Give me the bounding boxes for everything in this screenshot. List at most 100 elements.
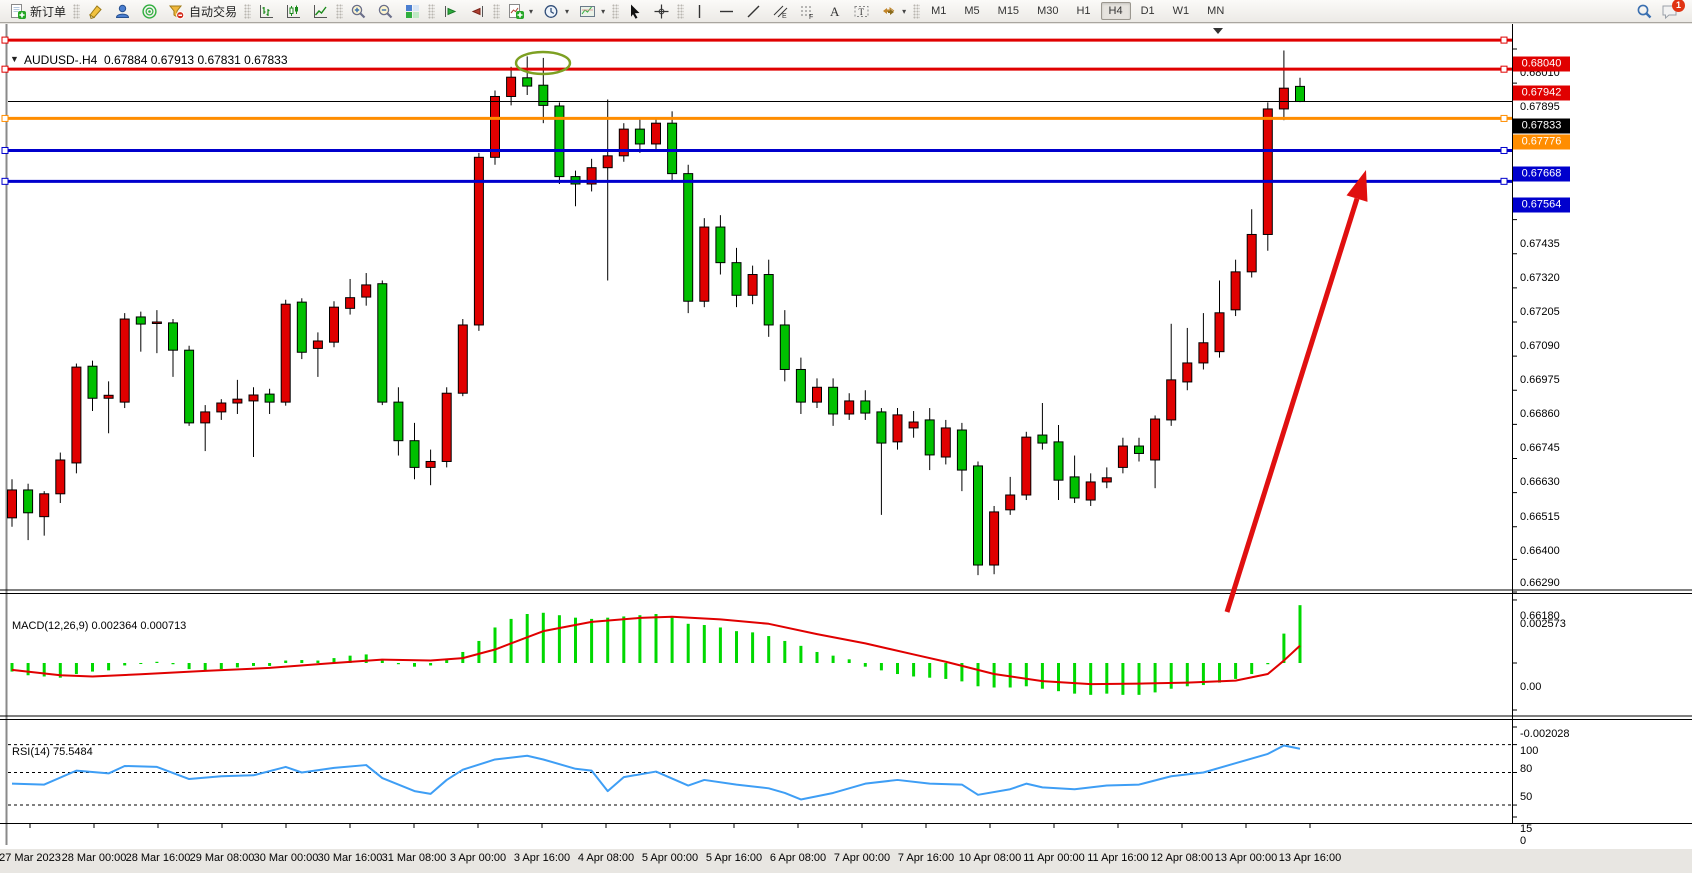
line-handle[interactable] xyxy=(1,65,9,73)
candle-bearish xyxy=(522,77,533,87)
toolbar-grip xyxy=(913,3,921,19)
candle-bearish xyxy=(683,173,694,302)
price-tick-label: 0.66860 xyxy=(1520,408,1560,421)
horizontal-line-button[interactable] xyxy=(713,1,740,22)
timeframe-m1[interactable]: M1 xyxy=(931,5,947,17)
macd-histogram-bar xyxy=(831,655,835,663)
line-handle[interactable] xyxy=(1,146,9,154)
ellipse-annotation[interactable] xyxy=(514,50,572,76)
arrows-icon xyxy=(880,3,897,20)
line-handle[interactable] xyxy=(1500,36,1508,44)
macd-indicator-label: MACD(12,26,9) 0.002364 0.000713 xyxy=(12,620,186,632)
line-handle[interactable] xyxy=(1500,177,1508,185)
candle-bearish xyxy=(731,262,742,296)
macd-histogram-bar xyxy=(123,663,127,666)
price-tick-label: 0.66290 xyxy=(1520,577,1560,590)
candlestick-chart-button[interactable] xyxy=(280,1,307,22)
auto-trading-button[interactable]: 自动交易 xyxy=(163,1,242,22)
arrow-annotation-line[interactable] xyxy=(1224,197,1360,613)
line-handle[interactable] xyxy=(1,114,9,122)
fibonacci-button[interactable]: F xyxy=(794,1,821,22)
timeframe-d1[interactable]: D1 xyxy=(1140,5,1155,17)
bar-chart-button[interactable] xyxy=(253,1,280,22)
candle-bearish xyxy=(409,440,420,468)
macd-histogram-bar xyxy=(976,663,980,687)
timeframe-m5[interactable]: M5 xyxy=(964,5,980,17)
candle-bearish xyxy=(779,324,790,370)
chart-shift-button[interactable] xyxy=(464,1,491,22)
new-order-button[interactable]: 新订单 xyxy=(4,1,71,22)
indicators-button[interactable]: ▾ xyxy=(502,1,538,22)
signals-button[interactable] xyxy=(136,1,163,22)
candle-bearish xyxy=(667,122,678,175)
chart-canvas[interactable] xyxy=(0,24,1692,849)
line-handle[interactable] xyxy=(1500,114,1508,122)
timeframe-toolbar: M1 M5 M15 M30 H1 H4 D1 W1 MN xyxy=(922,2,1233,20)
candle-bullish xyxy=(602,155,613,169)
label-button[interactable]: T xyxy=(848,1,875,22)
candle-bullish xyxy=(329,306,339,343)
timeframe-mn[interactable]: MN xyxy=(1207,5,1225,17)
text-button[interactable]: A xyxy=(821,1,848,22)
candle-bearish xyxy=(763,274,774,326)
candle-bearish xyxy=(1295,85,1305,103)
tile-windows-icon xyxy=(404,3,421,20)
candle-bearish xyxy=(296,301,307,353)
trendline-button[interactable] xyxy=(740,1,767,22)
line-handle[interactable] xyxy=(1500,65,1508,73)
macd-histogram-bar xyxy=(1169,663,1173,689)
zoom-in-button[interactable] xyxy=(345,1,372,22)
new-order-label: 新订单 xyxy=(30,4,67,19)
chart-shift-marker[interactable] xyxy=(1213,28,1223,34)
macd-histogram-bar xyxy=(1024,663,1028,687)
search-icon[interactable] xyxy=(1636,3,1653,20)
macd-histogram-bar xyxy=(1008,663,1012,688)
macd-histogram-bar xyxy=(1185,663,1189,687)
macd-histogram-bar xyxy=(960,663,964,682)
macd-histogram-bar xyxy=(429,663,433,666)
templates-button[interactable]: ▾ xyxy=(574,1,610,22)
macd-histogram-bar xyxy=(284,660,288,663)
auto-scroll-button[interactable] xyxy=(437,1,464,22)
macd-histogram-bar xyxy=(1218,663,1221,683)
candle-bearish xyxy=(956,429,967,471)
line-handle[interactable] xyxy=(1,36,9,44)
price-badge: 0.67942 xyxy=(1513,85,1570,101)
date-tick-label: 10 Apr 08:00 xyxy=(958,852,1022,864)
vertical-line-button[interactable] xyxy=(686,1,713,22)
rsi-level-label: 15 xyxy=(1520,823,1533,836)
community-button[interactable] xyxy=(109,1,136,22)
timeframe-h1[interactable]: H1 xyxy=(1076,5,1091,17)
timeframe-w1[interactable]: W1 xyxy=(1172,5,1190,17)
tile-windows-button[interactable] xyxy=(399,1,426,22)
line-chart-icon xyxy=(312,3,329,20)
cursor-icon xyxy=(626,3,643,20)
arrow-annotation-head[interactable] xyxy=(1346,170,1368,202)
timeframe-m15[interactable]: M15 xyxy=(997,5,1020,17)
candle-bearish xyxy=(538,84,549,106)
chart-window[interactable]: 0.68010 0.67895 0.67435 0.67320 0.67205 0.670… xyxy=(0,24,1692,873)
zoom-out-button[interactable] xyxy=(372,1,399,22)
timeframe-m30[interactable]: M30 xyxy=(1037,5,1059,17)
channel-button[interactable]: E xyxy=(767,1,794,22)
chat-icon[interactable]: 1 xyxy=(1661,0,1685,20)
line-handle[interactable] xyxy=(1500,146,1508,154)
crayon-icon xyxy=(87,3,104,20)
periods-button[interactable]: ▾ xyxy=(538,1,574,22)
styler-button[interactable] xyxy=(82,1,109,22)
chart-shift-icon xyxy=(469,3,486,20)
line-chart-button[interactable] xyxy=(307,1,334,22)
macd-histogram-bar xyxy=(702,625,706,663)
line-handle[interactable] xyxy=(1,177,9,185)
crosshair-button[interactable] xyxy=(648,1,675,22)
symbol-dropdown-icon[interactable]: ▼ xyxy=(10,54,19,64)
toolbar-right-icons: 1 xyxy=(1636,0,1688,20)
timeframe-h4[interactable]: H4 xyxy=(1100,2,1131,20)
macd-histogram-bar xyxy=(509,618,513,663)
price-badge: 0.67564 xyxy=(1513,197,1570,213)
price-badge: 0.67668 xyxy=(1513,166,1570,182)
notification-badge: 1 xyxy=(1672,0,1685,12)
cursor-button[interactable] xyxy=(621,1,648,22)
arrows-button[interactable]: ▾ xyxy=(875,1,911,22)
date-tick-label: 5 Apr 00:00 xyxy=(641,852,699,864)
